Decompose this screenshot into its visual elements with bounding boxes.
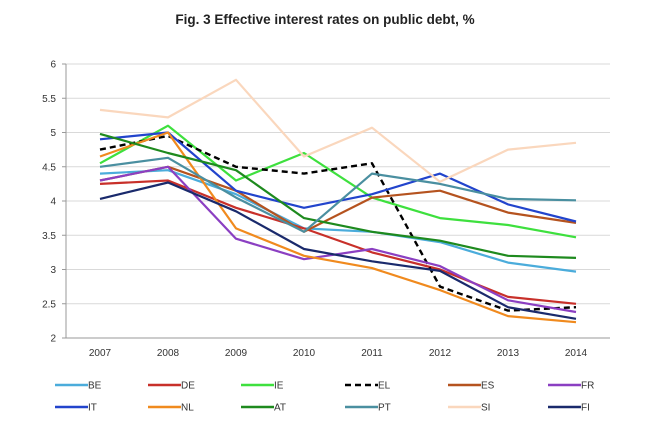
x-tick-label: 2012 (429, 348, 452, 359)
legend-label-de: DE (181, 381, 195, 392)
legend-label-pt: PT (378, 403, 391, 414)
y-tick-label: 2 (50, 334, 56, 345)
y-tick-label: 2.5 (42, 299, 56, 310)
series-line-fi (99, 181, 577, 320)
legend-label-at: AT (274, 403, 286, 414)
y-tick-label: 6 (50, 60, 56, 71)
legend-label-si: SI (481, 403, 490, 414)
series-line-ie (99, 124, 577, 239)
series-line-es (99, 165, 577, 233)
y-tick-label: 3 (50, 265, 56, 276)
y-tick-label: 5 (50, 128, 56, 139)
legend-label-nl: NL (181, 403, 194, 414)
series-line-at (99, 132, 577, 259)
legend-label-el: EL (378, 381, 391, 392)
x-tick-label: 2014 (565, 348, 588, 359)
legend-label-be: BE (88, 381, 102, 392)
x-tick-label: 2009 (225, 348, 248, 359)
legend-label-fr: FR (581, 381, 594, 392)
legend-label-it: IT (88, 403, 97, 414)
x-tick-label: 2010 (293, 348, 316, 359)
y-tick-label: 4 (50, 197, 56, 208)
y-tick-label: 4.5 (42, 162, 56, 173)
series-line-nl (99, 131, 577, 324)
x-tick-label: 2013 (497, 348, 520, 359)
y-tick-label: 3.5 (42, 231, 56, 242)
y-tick-label: 5.5 (42, 94, 56, 105)
series-line-si (99, 78, 577, 183)
legend-label-ie: IE (274, 381, 284, 392)
x-tick-label: 2011 (361, 348, 383, 359)
series-line-pt (99, 156, 577, 233)
legend-label-es: ES (481, 381, 495, 392)
series-line-el (99, 134, 577, 312)
series-line-it (99, 131, 577, 223)
series-line-be (99, 169, 577, 273)
x-tick-label: 2007 (89, 348, 112, 359)
series-line-de (99, 179, 577, 305)
legend-label-fi: FI (581, 403, 590, 414)
x-tick-label: 2008 (157, 348, 180, 359)
chart-title: Fig. 3 Effective interest rates on publi… (175, 12, 475, 27)
